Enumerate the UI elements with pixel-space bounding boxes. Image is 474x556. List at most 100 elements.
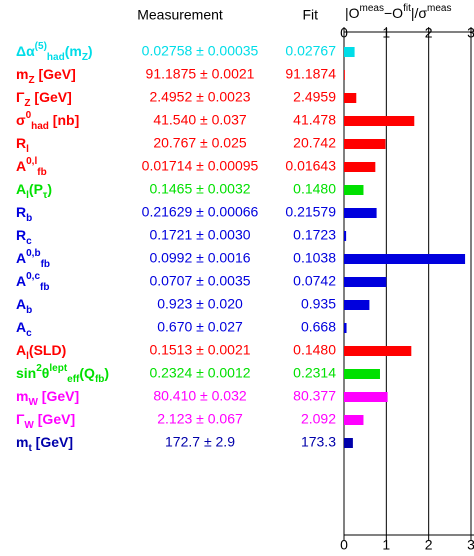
- bar: [344, 70, 345, 80]
- parameter-name-part: (P: [29, 181, 43, 197]
- parameter-name-part: ): [88, 43, 93, 59]
- parameter-name: Δα(5)had(mZ): [16, 41, 93, 63]
- x-tick-label: 1: [382, 25, 390, 41]
- measurement: 20.767 ± 0.025: [153, 135, 247, 151]
- parameter-name-part: 0,b: [26, 248, 40, 259]
- parameter-name-part: W: [24, 420, 34, 431]
- parameter-name-part: A: [16, 296, 26, 312]
- fit-value: 41.478: [293, 112, 336, 128]
- fit-value: 0.935: [301, 296, 336, 312]
- parameter-name-part: had: [47, 52, 65, 63]
- parameter-name-part: fb: [40, 282, 49, 293]
- parameter-name: Ac: [16, 319, 32, 339]
- bar: [344, 47, 355, 57]
- parameter-name: Al(Pτ): [16, 181, 52, 201]
- fit-value: 80.377: [293, 388, 336, 404]
- parameter-name-part: fb: [37, 167, 46, 178]
- parameter-name-part: sin: [16, 365, 36, 381]
- measurement: 80.410 ± 0.032: [153, 388, 247, 404]
- parameter-name-part: A: [16, 250, 26, 266]
- parameter-name-part: [GeV]: [32, 434, 73, 450]
- fit-value: 0.02767: [285, 43, 336, 59]
- parameter-name-part: b: [26, 213, 32, 224]
- parameter-name-part: m: [16, 66, 28, 82]
- pull-header-part: |/σ: [411, 5, 428, 21]
- parameter-name-part: R: [16, 227, 26, 243]
- fit-value: 0.668: [301, 319, 336, 335]
- parameter-name: mt [GeV]: [16, 434, 73, 454]
- measurement: 172.7 ± 2.9: [165, 434, 235, 450]
- parameter-name-part: fb: [41, 259, 50, 270]
- measurement: 0.0707 ± 0.0035: [149, 273, 250, 289]
- pull-header-part: fit: [403, 3, 411, 14]
- pull-header: |Omeas−Ofit|/σmeas: [345, 3, 451, 21]
- x-tick-label: 2: [425, 25, 433, 41]
- parameter-name-part: A: [16, 158, 26, 174]
- parameter-name-part: [GeV]: [34, 411, 75, 427]
- measurement: 0.1721 ± 0.0030: [149, 227, 250, 243]
- parameter-name-part: b: [26, 305, 32, 316]
- parameter-name: Rl: [16, 135, 29, 155]
- parameter-name-part: 0: [26, 110, 32, 121]
- bar: [344, 139, 386, 149]
- x-tick-label: 2: [425, 537, 433, 553]
- parameter-name-part: A: [16, 342, 26, 358]
- measurement: 0.670 ± 0.027: [157, 319, 243, 335]
- fit-value: 0.2314: [293, 365, 336, 381]
- parameter-name: mZ [GeV]: [16, 66, 76, 86]
- bar: [344, 415, 364, 425]
- parameter-name-part: (SLD): [29, 342, 66, 358]
- bar: [344, 116, 415, 126]
- fit-value: 91.1874: [285, 66, 336, 82]
- fit-value: 2.4959: [293, 89, 336, 105]
- measurement: 2.123 ± 0.067: [157, 411, 243, 427]
- measurement: 0.2324 ± 0.0012: [149, 365, 250, 381]
- parameter-name-part: Γ: [16, 411, 25, 427]
- measurement: 41.540 ± 0.037: [153, 112, 247, 128]
- measurement: 2.4952 ± 0.0023: [149, 89, 250, 105]
- parameter-name-part: fb: [95, 374, 104, 385]
- parameter-name-part: τ: [43, 190, 48, 201]
- parameter-name-part: 2: [36, 363, 42, 374]
- fit-value: 173.3: [301, 434, 336, 450]
- parameter-name: A0,cfb: [16, 271, 49, 293]
- parameter-name-part: (Q: [79, 365, 95, 381]
- fit-value: 20.742: [293, 135, 336, 151]
- parameter-name-part: m: [16, 434, 28, 450]
- measurement-header: Measurement: [137, 7, 223, 23]
- x-tick-label: 3: [467, 537, 474, 553]
- bar: [344, 231, 347, 241]
- measurement: 0.923 ± 0.020: [157, 296, 243, 312]
- parameter-name-part: Z: [28, 75, 34, 86]
- parameter-name-part: θ: [42, 365, 50, 381]
- measurement: 0.21629 ± 0.00066: [142, 204, 259, 220]
- parameter-name-part: [GeV]: [38, 388, 79, 404]
- bar: [344, 162, 376, 172]
- parameter-name: ΓW [GeV]: [16, 411, 75, 431]
- x-tick-label: 0: [340, 25, 348, 41]
- parameter-name-part: lept: [49, 363, 67, 374]
- parameter-name: A0,lfb: [16, 156, 47, 178]
- parameter-name-part: [GeV]: [35, 66, 76, 82]
- fit-value: 0.1480: [293, 342, 336, 358]
- pull-header-part: meas: [427, 3, 451, 14]
- measurement: 0.0992 ± 0.0016: [149, 250, 250, 266]
- parameter-name: Rc: [16, 227, 32, 247]
- fit-value: 0.1480: [293, 181, 336, 197]
- x-tick-label: 3: [467, 25, 474, 41]
- parameter-name-part: l: [26, 190, 29, 201]
- parameter-name-part: 0,l: [26, 156, 37, 167]
- parameter-name-part: had: [31, 121, 49, 132]
- bar: [344, 300, 370, 310]
- parameter-name: A0,bfb: [16, 248, 50, 270]
- fit-value: 0.21579: [285, 204, 336, 220]
- parameter-name-part: t: [28, 443, 32, 454]
- x-tick-label: 0: [340, 537, 348, 553]
- fit-value: 0.1038: [293, 250, 336, 266]
- parameter-name: Al(SLD): [16, 342, 66, 362]
- measurement: 0.01714 ± 0.00095: [142, 158, 259, 174]
- parameter-name-part: ): [47, 181, 52, 197]
- measurement: 0.1465 ± 0.0032: [149, 181, 250, 197]
- parameter-name-part: l: [26, 144, 29, 155]
